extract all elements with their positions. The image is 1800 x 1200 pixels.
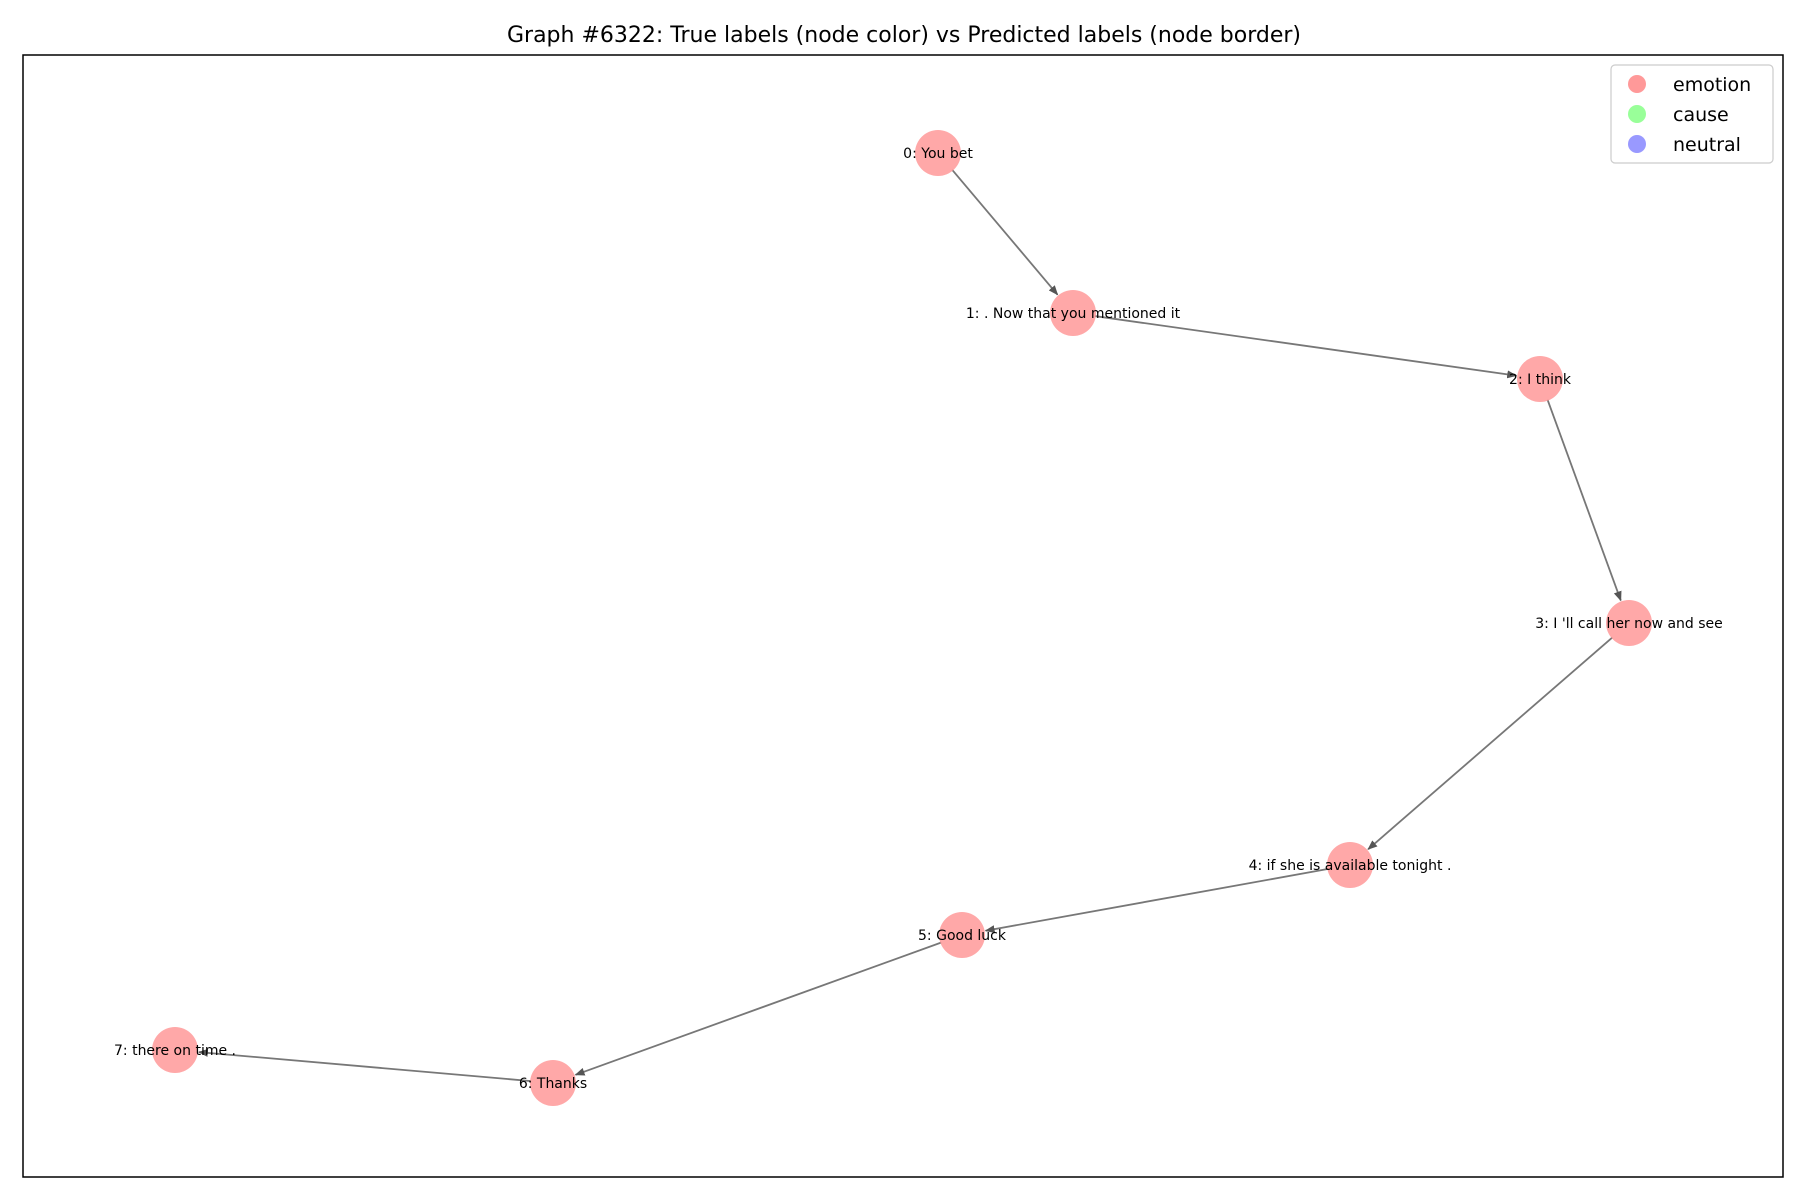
edge-2-3 (1546, 399, 1622, 602)
labels-layer: 0: You bet 1: . Now that you mentioned it… (114, 146, 1723, 1092)
chart-title: Graph #6322: True labels (node color) vs… (507, 23, 1301, 48)
plot-frame (22, 54, 1784, 1178)
node-label-7: 7: there on time . (114, 1043, 236, 1059)
node-label-2: 2: I think (1509, 372, 1572, 388)
legend-marker-emotion (1628, 75, 1646, 93)
node-2 (1517, 356, 1563, 402)
legend-label-emotion: emotion (1673, 74, 1751, 96)
legend-marker-neutral (1628, 135, 1646, 153)
edge-6-7 (197, 1048, 532, 1082)
node-label-1: 1: . Now that you mentioned it (966, 306, 1181, 322)
legend-box (1610, 64, 1774, 164)
edge-3-4 (1367, 636, 1613, 850)
node-1 (1050, 290, 1096, 336)
node-7 (152, 1027, 198, 1073)
legend: emotion cause neutral (1610, 64, 1774, 164)
node-label-5: 5: Good luck (918, 928, 1007, 944)
legend-label-neutral: neutral (1673, 134, 1741, 156)
node-label-0: 0: You bet (903, 146, 973, 162)
node-label-3: 3: I 'll call her now and see (1535, 616, 1723, 632)
node-3 (1606, 600, 1652, 646)
node-6 (530, 1060, 576, 1106)
edge-4-5 (984, 868, 1329, 934)
nodes-layer (152, 130, 1652, 1106)
edge-5-6 (574, 941, 942, 1076)
node-5 (939, 912, 985, 958)
legend-marker-cause (1628, 105, 1646, 123)
node-4 (1327, 842, 1373, 888)
node-0 (915, 130, 961, 176)
edge-0-1 (951, 169, 1059, 296)
legend-label-cause: cause (1673, 104, 1729, 126)
node-label-6: 6: Thanks (519, 1076, 587, 1092)
edge-1-2 (1094, 315, 1518, 379)
edges-layer (197, 169, 1622, 1082)
node-label-4: 4: if she is available tonight . (1249, 858, 1452, 874)
